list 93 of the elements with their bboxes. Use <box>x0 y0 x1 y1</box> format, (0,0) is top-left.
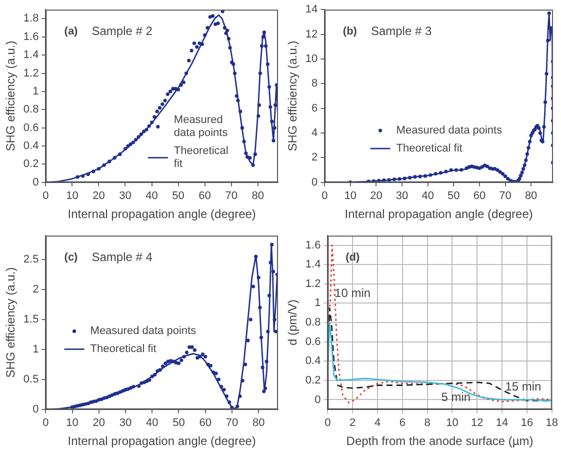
x-tick-label: 8 <box>424 417 430 430</box>
y-tick-label: 10 <box>305 53 318 66</box>
x-tick-label: 50 <box>172 417 185 430</box>
y-axis-title: SHG efficiency (a.u.) <box>4 40 18 152</box>
y-tick-label: 1.2 <box>23 67 39 80</box>
x-tick-label: 0 <box>42 190 49 202</box>
y-tick-label: 1.5 <box>23 314 39 326</box>
y-tick-label: 1.8 <box>23 12 39 25</box>
x-tick-label: 70 <box>499 190 512 202</box>
x-tick-label: 30 <box>119 190 132 202</box>
x-axis-title: Internal propagation angle (degree) <box>68 434 256 448</box>
y-tick-label: 0 <box>32 403 39 416</box>
annotation: (c) <box>64 252 78 264</box>
series-label: 15 min <box>505 379 542 394</box>
x-tick-label: 0 <box>42 417 49 430</box>
annotation: (a) <box>64 26 78 38</box>
y-tick-label: 2.5 <box>23 254 39 266</box>
x-tick-label: 20 <box>92 190 105 202</box>
y-tick-label: 8 <box>312 78 318 90</box>
x-tick-label: 60 <box>198 190 211 202</box>
x-tick-label: 2 <box>350 417 356 430</box>
x-tick-label: 10 <box>66 417 78 430</box>
y-tick-label: 12 <box>305 28 318 40</box>
x-tick-label: 0 <box>324 417 331 430</box>
y-tick-label: 2 <box>312 152 318 164</box>
x-tick-label: 10 <box>66 190 78 202</box>
annotation: (b) <box>342 26 358 38</box>
x-tick-label: 60 <box>473 190 486 202</box>
y-tick-label: 4 <box>312 127 318 140</box>
legend-label: Measured data points <box>90 325 197 338</box>
x-tick-label: 30 <box>396 190 408 202</box>
annotation: Sample # 2 <box>92 24 153 38</box>
y-tick-label: 1 <box>32 344 39 356</box>
series-label: 5 min <box>441 390 471 404</box>
y-tick-label: 1 <box>32 85 39 98</box>
y-tick-label: 0.6 <box>305 336 321 348</box>
y-tick-label: 2 <box>32 284 39 296</box>
x-axis-title: Internal propagation angle (degree) <box>68 207 256 222</box>
y-tick-label: 0 <box>314 394 321 406</box>
y-tick-label: 1.2 <box>305 278 321 290</box>
y-tick-label: 1.6 <box>23 30 39 43</box>
legend-label: Measured data points <box>174 114 228 140</box>
series-label: 10 min <box>334 286 371 300</box>
y-tick-label: 0 <box>312 176 318 188</box>
x-tick-label: 14 <box>496 417 508 430</box>
y-tick-label: 0.8 <box>23 104 39 116</box>
x-tick-label: 40 <box>146 417 158 430</box>
x-tick-label: 50 <box>172 190 184 202</box>
x-tick-label: 18 <box>546 417 558 430</box>
y-tick-label: 0.2 <box>305 374 321 386</box>
y-tick-label: 0.8 <box>305 316 321 329</box>
x-tick-label: 80 <box>524 190 538 202</box>
legend-label: Theoretical fit <box>90 343 156 356</box>
x-tick-label: 4 <box>374 417 381 430</box>
y-axis-title: SHG efficiency (a.u.) <box>4 267 18 378</box>
y-tick-label: 0.6 <box>23 122 39 134</box>
y-tick-label: 0.2 <box>23 158 39 170</box>
y-tick-label: 0.4 <box>305 355 321 368</box>
legend-label: Measured data points <box>396 124 503 137</box>
legend-label: Theoretical fit <box>174 145 228 170</box>
x-tick-label: 10 <box>344 190 357 202</box>
y-tick-label: 0.4 <box>23 140 39 152</box>
x-tick-label: 70 <box>225 190 238 202</box>
legend-label: Theoretical fit <box>396 142 462 155</box>
y-tick-label: 1.4 <box>305 258 321 271</box>
x-tick-label: 40 <box>422 190 434 202</box>
y-tick-label: 1 <box>314 297 321 310</box>
x-tick-label: 80 <box>252 190 264 202</box>
x-tick-label: 50 <box>448 190 460 202</box>
x-tick-label: 12 <box>471 417 484 430</box>
y-axis-title: SHG efficiency (a.u.) <box>286 40 300 152</box>
x-tick-label: 16 <box>520 417 534 430</box>
x-axis-title: Depth from the anode surface (µm) <box>346 434 534 448</box>
x-tick-label: 60 <box>199 417 212 430</box>
annotation: Sample # 3 <box>370 24 432 38</box>
x-tick-label: 80 <box>252 417 265 430</box>
y-tick-label: 1.4 <box>23 49 39 62</box>
y-tick-label: 6 <box>312 102 318 114</box>
y-tick-label: 1.6 <box>305 239 321 252</box>
x-tick-label: 70 <box>226 417 238 430</box>
x-axis-title: Internal propagation angle (degree) <box>344 207 533 222</box>
x-tick-label: 10 <box>446 417 458 430</box>
y-tick-label: 0.5 <box>23 373 39 386</box>
x-tick-label: 40 <box>146 190 158 202</box>
x-tick-label: 6 <box>399 417 406 430</box>
annotation: (d) <box>346 252 360 264</box>
y-tick-label: 0 <box>32 176 39 188</box>
annotation: Sample # 4 <box>92 250 153 264</box>
x-tick-label: 30 <box>119 417 132 430</box>
x-tick-label: 20 <box>92 417 106 430</box>
x-tick-label: 20 <box>370 190 382 202</box>
y-axis-title: d (pm/V) <box>286 299 300 346</box>
y-tick-label: 14 <box>305 4 318 16</box>
